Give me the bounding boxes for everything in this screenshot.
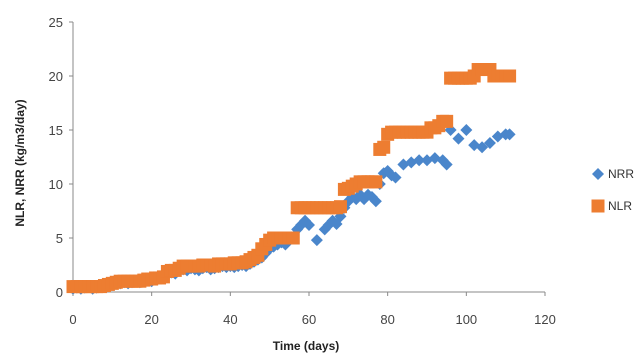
nlr-point: [286, 231, 300, 245]
x-tick-label: 0: [69, 312, 76, 327]
y-axis-title: NLR, NRR (kg/m3/day): [13, 99, 27, 226]
nrr-point: [452, 132, 465, 145]
legend-label-nrr: NRR: [608, 167, 634, 181]
nlr-point: [333, 200, 347, 214]
x-tick-label: 120: [534, 312, 556, 327]
y-tick-label: 25: [49, 15, 63, 30]
nrr-point: [303, 219, 315, 232]
legend-marker-nlr: [591, 199, 605, 213]
nlr-point: [377, 140, 391, 154]
series-nlr: [66, 63, 517, 294]
nlr-point: [369, 175, 383, 189]
x-tick-label: 20: [144, 312, 158, 327]
nrr-point: [503, 128, 516, 141]
y-tick-label: 0: [56, 285, 63, 300]
legend-label-nlr: NLR: [608, 199, 632, 213]
nrr-point: [369, 195, 382, 208]
nrr-point: [413, 154, 426, 167]
legend: NRR NLR: [591, 167, 634, 213]
nrr-point: [460, 124, 473, 136]
y-tick-label: 5: [56, 231, 63, 246]
legend-marker-nrr: [592, 168, 604, 180]
y-tick-label: 10: [49, 177, 63, 192]
nrr-point: [389, 171, 402, 184]
nrr-point: [483, 136, 496, 149]
nlr-point: [503, 69, 517, 83]
nrr-point: [310, 234, 323, 247]
y-tick-label: 15: [49, 123, 63, 138]
nrr-point: [476, 141, 489, 154]
y-tick-label: 20: [49, 69, 63, 84]
x-tick-label: 40: [223, 312, 237, 327]
nlr-point: [440, 114, 454, 128]
tick-labels: 0 20 40 60 80 100 120 0 5 10 15 20 25: [49, 15, 556, 327]
x-tick-label: 60: [302, 312, 316, 327]
x-tick-label: 80: [380, 312, 394, 327]
data-marks: [66, 63, 517, 295]
nrr-point: [440, 158, 453, 171]
x-tick-label: 100: [455, 312, 477, 327]
x-axis-title: Time (days): [273, 339, 339, 353]
axes: [69, 21, 546, 296]
